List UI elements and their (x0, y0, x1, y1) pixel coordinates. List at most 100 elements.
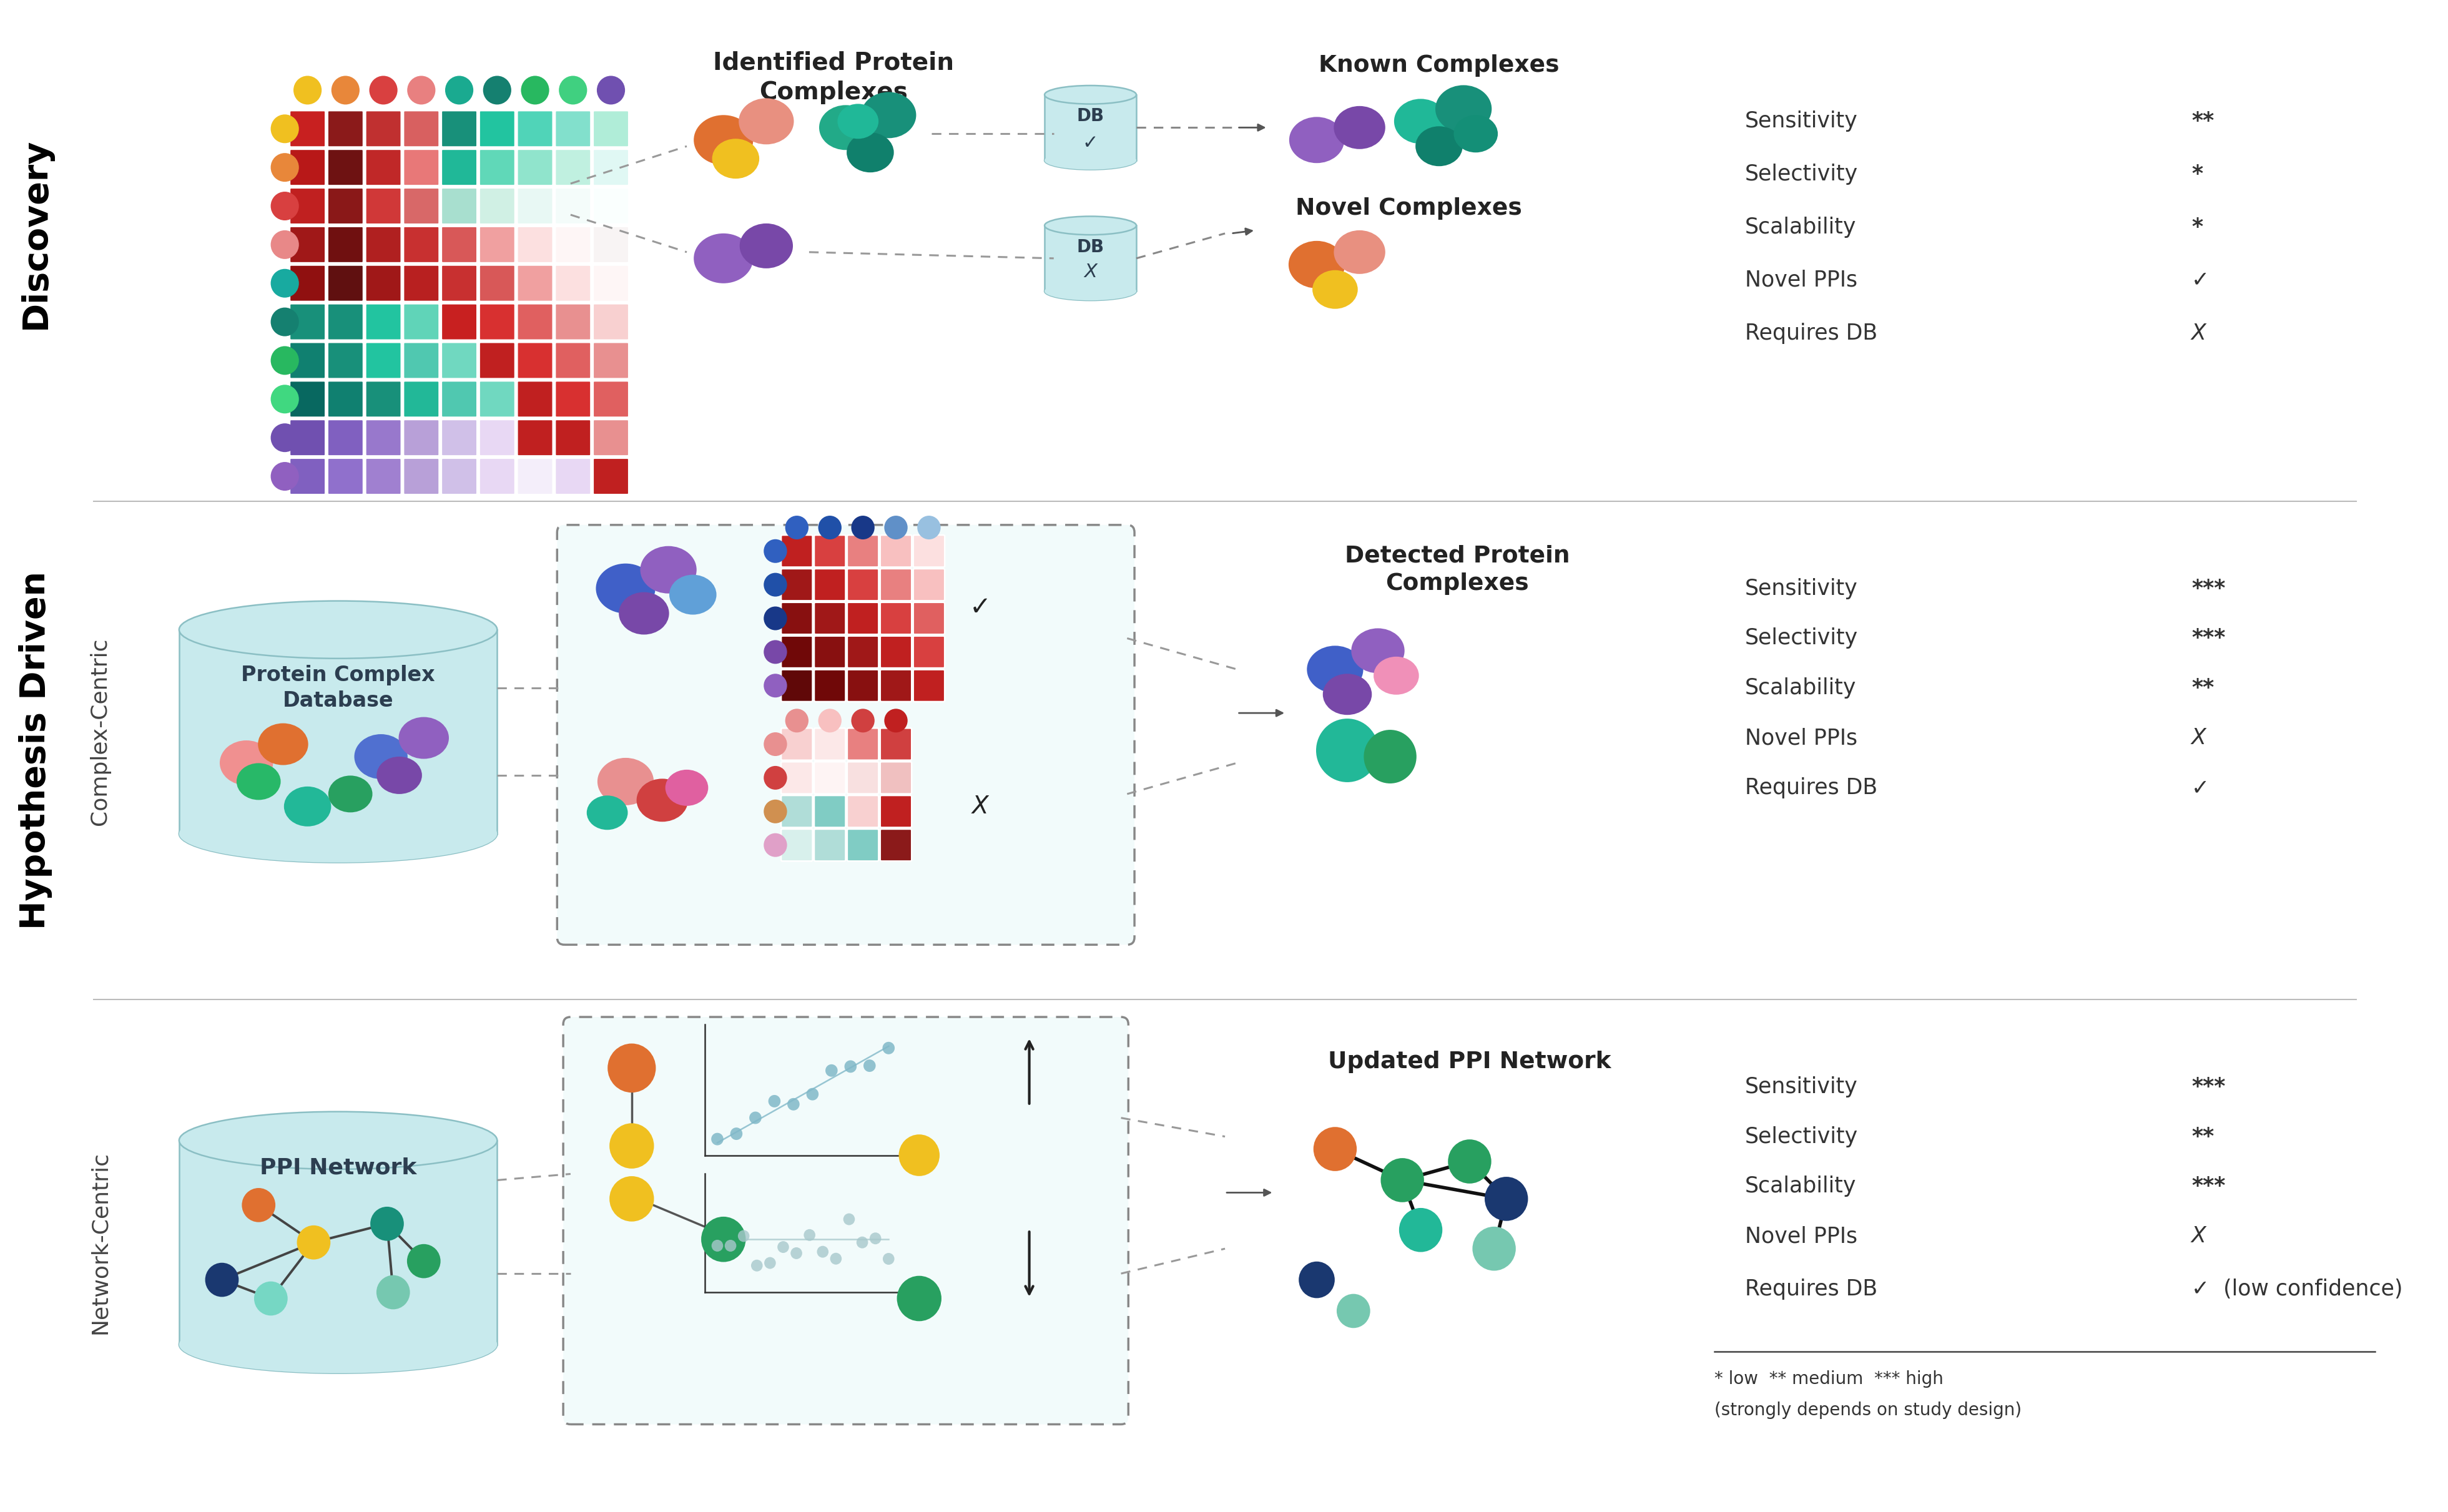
Text: Selectivity: Selectivity (1745, 163, 1858, 184)
Circle shape (918, 516, 940, 538)
Ellipse shape (1045, 281, 1136, 301)
FancyBboxPatch shape (881, 602, 911, 635)
FancyBboxPatch shape (815, 762, 845, 794)
Circle shape (805, 1089, 818, 1101)
FancyBboxPatch shape (881, 762, 911, 794)
Ellipse shape (1312, 271, 1356, 308)
Ellipse shape (1334, 107, 1386, 148)
Text: Known Complexes: Known Complexes (1319, 54, 1559, 77)
Circle shape (764, 1256, 776, 1269)
Circle shape (272, 154, 299, 181)
FancyBboxPatch shape (592, 304, 629, 340)
Ellipse shape (1045, 281, 1136, 301)
Circle shape (764, 540, 786, 562)
FancyBboxPatch shape (365, 265, 401, 301)
Circle shape (881, 1042, 894, 1054)
Circle shape (752, 1259, 764, 1272)
FancyBboxPatch shape (480, 458, 514, 494)
Text: ***: *** (2191, 578, 2225, 599)
FancyBboxPatch shape (289, 419, 326, 457)
FancyBboxPatch shape (592, 381, 629, 417)
FancyBboxPatch shape (289, 381, 326, 417)
Text: ✓: ✓ (1082, 135, 1099, 153)
FancyBboxPatch shape (592, 419, 629, 457)
Text: X: X (2191, 727, 2206, 748)
FancyBboxPatch shape (592, 265, 629, 301)
Ellipse shape (597, 564, 654, 612)
Text: Selectivity: Selectivity (1745, 1126, 1858, 1148)
FancyBboxPatch shape (404, 150, 438, 186)
FancyBboxPatch shape (913, 535, 945, 567)
Circle shape (764, 733, 786, 756)
Text: Sensitivity: Sensitivity (1745, 578, 1858, 599)
Ellipse shape (712, 139, 759, 178)
Circle shape (272, 192, 299, 219)
Ellipse shape (619, 593, 668, 634)
Text: Novel Complexes: Novel Complexes (1295, 197, 1523, 219)
FancyBboxPatch shape (480, 304, 514, 340)
Circle shape (409, 77, 436, 104)
Ellipse shape (1045, 151, 1136, 169)
Circle shape (1449, 1140, 1491, 1182)
Ellipse shape (1437, 86, 1491, 132)
Ellipse shape (636, 779, 688, 821)
FancyBboxPatch shape (517, 342, 553, 378)
Text: Discovery: Discovery (20, 138, 51, 330)
Circle shape (272, 463, 299, 490)
FancyBboxPatch shape (480, 150, 514, 186)
Circle shape (818, 1246, 827, 1258)
Text: X: X (972, 795, 989, 818)
Circle shape (372, 1208, 404, 1240)
FancyBboxPatch shape (781, 569, 813, 600)
FancyBboxPatch shape (815, 795, 845, 827)
FancyBboxPatch shape (289, 304, 326, 340)
Text: Sensitivity: Sensitivity (1745, 1077, 1858, 1098)
Circle shape (786, 709, 808, 732)
Text: Identified Protein
Complexes: Identified Protein Complexes (712, 51, 955, 104)
Circle shape (272, 269, 299, 296)
FancyBboxPatch shape (441, 304, 477, 340)
Ellipse shape (1351, 629, 1403, 673)
FancyBboxPatch shape (815, 535, 845, 567)
Circle shape (884, 1253, 894, 1264)
FancyBboxPatch shape (441, 110, 477, 147)
FancyBboxPatch shape (847, 829, 879, 862)
Circle shape (1486, 1178, 1528, 1220)
FancyBboxPatch shape (913, 670, 945, 702)
Circle shape (778, 1241, 788, 1253)
Circle shape (884, 516, 906, 538)
FancyBboxPatch shape (517, 381, 553, 417)
FancyBboxPatch shape (913, 602, 945, 635)
Ellipse shape (820, 106, 871, 150)
FancyBboxPatch shape (441, 227, 477, 263)
FancyBboxPatch shape (404, 304, 438, 340)
FancyBboxPatch shape (328, 419, 362, 457)
FancyBboxPatch shape (517, 150, 553, 186)
FancyBboxPatch shape (289, 187, 326, 224)
FancyBboxPatch shape (556, 187, 590, 224)
Circle shape (764, 767, 786, 789)
Circle shape (521, 77, 548, 104)
FancyBboxPatch shape (592, 342, 629, 378)
FancyBboxPatch shape (328, 187, 362, 224)
Circle shape (703, 1217, 744, 1261)
FancyBboxPatch shape (365, 342, 401, 378)
FancyBboxPatch shape (480, 381, 514, 417)
Circle shape (769, 1095, 781, 1107)
Ellipse shape (284, 788, 330, 826)
Ellipse shape (695, 116, 752, 165)
Circle shape (294, 77, 321, 104)
Circle shape (377, 1276, 409, 1308)
Circle shape (299, 1226, 330, 1258)
FancyBboxPatch shape (815, 729, 845, 761)
FancyBboxPatch shape (365, 419, 401, 457)
Circle shape (409, 1244, 441, 1278)
FancyBboxPatch shape (881, 535, 911, 567)
Text: **: ** (2191, 110, 2213, 132)
Circle shape (820, 709, 840, 732)
Ellipse shape (179, 600, 497, 658)
Circle shape (725, 1240, 737, 1252)
FancyBboxPatch shape (815, 829, 845, 862)
Circle shape (272, 423, 299, 452)
Circle shape (857, 1237, 869, 1249)
